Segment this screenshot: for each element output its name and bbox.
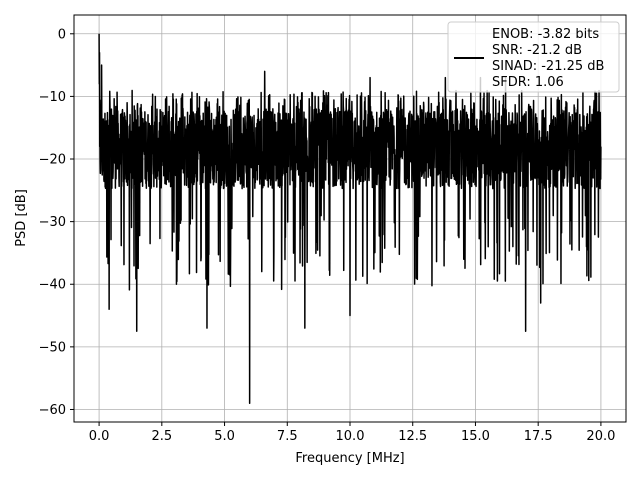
x-tick-label: 7.5 — [277, 429, 298, 444]
x-tick-label: 15.0 — [461, 429, 490, 444]
y-tick-label: 0 — [58, 27, 66, 42]
x-tick-label: 2.5 — [151, 429, 172, 444]
x-tick-label: 17.5 — [524, 429, 553, 444]
x-tick-label: 5.0 — [214, 429, 235, 444]
x-tick-label: 12.5 — [398, 429, 427, 444]
psd-series-line — [98, 33, 602, 404]
series-layer — [98, 33, 602, 404]
y-axis-label: PSD [dB] — [14, 189, 29, 247]
y-tick-label: −10 — [39, 90, 66, 105]
legend: ENOB: -3.82 bits SNR: -21.2 dB SINAD: -2… — [447, 21, 620, 93]
legend-line-snr: SNR: -21.2 dB — [492, 43, 582, 58]
x-axis-ticks: 0.0 2.5 5.0 7.5 10.0 12.5 15.0 17.5 20.0 — [89, 422, 615, 444]
x-tick-label: 10.0 — [336, 429, 365, 444]
x-tick-label: 20.0 — [586, 429, 615, 444]
legend-box — [447, 21, 620, 93]
x-tick-label: 0.0 — [89, 429, 110, 444]
y-tick-label: −20 — [39, 153, 66, 168]
legend-line-sinad: SINAD: -21.25 dB — [492, 59, 604, 74]
legend-line-sfdr: SFDR: 1.06 — [492, 75, 564, 90]
legend-line-enob: ENOB: -3.82 bits — [492, 27, 599, 42]
y-tick-label: −30 — [39, 215, 66, 230]
x-axis-label: Frequency [MHz] — [295, 451, 404, 466]
y-axis-ticks: 0 −10 −20 −30 −40 −50 −60 — [39, 27, 74, 418]
y-tick-label: −60 — [39, 403, 66, 418]
y-tick-label: −40 — [39, 278, 66, 293]
y-tick-label: −50 — [39, 340, 66, 355]
